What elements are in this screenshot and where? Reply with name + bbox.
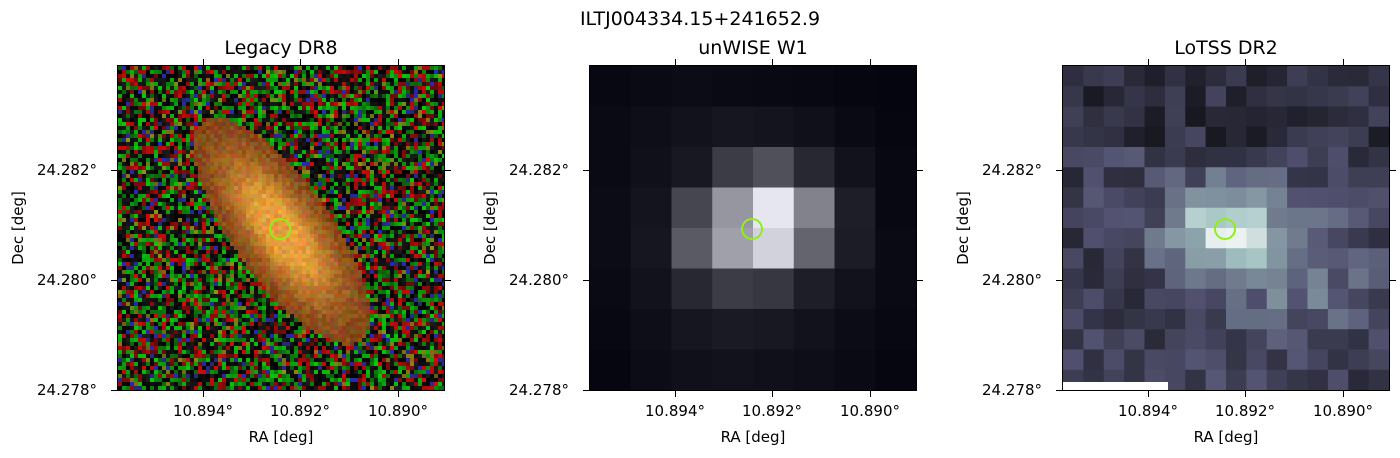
- xtick-label: 10.892°: [742, 402, 802, 420]
- xtick-label: 10.894°: [173, 402, 233, 420]
- y-tick: [1056, 280, 1062, 281]
- y-tick: [583, 170, 589, 171]
- y-tick: [111, 170, 117, 171]
- x-tick-top: [675, 59, 676, 65]
- source-marker-circle: [269, 218, 291, 240]
- x-tick: [675, 391, 676, 397]
- xtick-label: 10.890°: [840, 402, 900, 420]
- ytick-label: 24.278°: [37, 381, 97, 399]
- y-tick: [1056, 170, 1062, 171]
- xtick-label: 10.892°: [1215, 402, 1275, 420]
- x-axis-label: RA [deg]: [1193, 428, 1259, 446]
- lotss-image-canvas: [1063, 66, 1389, 390]
- y-tick-right: [445, 280, 451, 281]
- figure-title: ILTJ004334.15+241652.9: [579, 8, 821, 30]
- image-lotss: [1062, 65, 1390, 391]
- y-tick: [583, 390, 589, 391]
- xtick-label: 10.890°: [1313, 402, 1373, 420]
- panel-title: Legacy DR8: [224, 37, 338, 59]
- legacy-image-canvas: [118, 66, 444, 390]
- xtick-label: 10.892°: [270, 402, 330, 420]
- x-axis-label: RA [deg]: [248, 428, 314, 446]
- x-tick: [1343, 391, 1344, 397]
- image-unwise: [589, 65, 917, 391]
- panel-title: LoTSS DR2: [1174, 37, 1278, 59]
- unwise-image-canvas: [590, 66, 916, 390]
- x-tick-top: [1148, 59, 1149, 65]
- x-tick-top: [772, 59, 773, 65]
- x-tick: [870, 391, 871, 397]
- x-tick-top: [1343, 59, 1344, 65]
- y-tick: [111, 390, 117, 391]
- x-tick: [772, 391, 773, 397]
- x-tick-top: [1245, 59, 1246, 65]
- y-axis-label: Dec [deg]: [954, 191, 972, 265]
- y-tick-right: [445, 170, 451, 171]
- xtick-label: 10.894°: [1118, 402, 1178, 420]
- ytick-label: 24.280°: [37, 271, 97, 289]
- ytick-label: 24.282°: [982, 161, 1042, 179]
- y-tick-right: [1390, 280, 1396, 281]
- x-tick: [203, 391, 204, 397]
- x-tick-top: [870, 59, 871, 65]
- x-tick: [1245, 391, 1246, 397]
- image-legacy: [117, 65, 445, 391]
- ytick-label: 24.280°: [509, 271, 569, 289]
- ytick-label: 24.280°: [982, 271, 1042, 289]
- x-tick-top: [203, 59, 204, 65]
- x-tick-top: [300, 59, 301, 65]
- y-tick-right: [917, 280, 923, 281]
- y-tick-right: [1390, 170, 1396, 171]
- panel-title: unWISE W1: [698, 37, 808, 59]
- panel-unwise: unWISE W1 10.894° 10.892° 10.890° 24.282…: [481, 37, 923, 446]
- x-tick: [300, 391, 301, 397]
- x-tick: [398, 391, 399, 397]
- y-tick: [1056, 390, 1062, 391]
- xtick-label: 10.890°: [368, 402, 428, 420]
- panel-legacy: Legacy DR8 10.894° 10.892° 10.890° 24.28…: [0, 0, 460, 458]
- ytick-label: 24.282°: [509, 161, 569, 179]
- x-axis-label: RA [deg]: [720, 428, 786, 446]
- y-tick-right: [917, 170, 923, 171]
- source-marker-circle: [741, 218, 763, 240]
- ytick-label: 24.282°: [37, 161, 97, 179]
- source-marker-circle: [1214, 218, 1236, 240]
- ytick-label: 24.278°: [509, 381, 569, 399]
- x-tick-top: [398, 59, 399, 65]
- ytick-label: 24.278°: [982, 381, 1042, 399]
- y-tick: [111, 280, 117, 281]
- y-tick: [583, 280, 589, 281]
- x-tick: [1148, 391, 1149, 397]
- xtick-label: 10.894°: [645, 402, 705, 420]
